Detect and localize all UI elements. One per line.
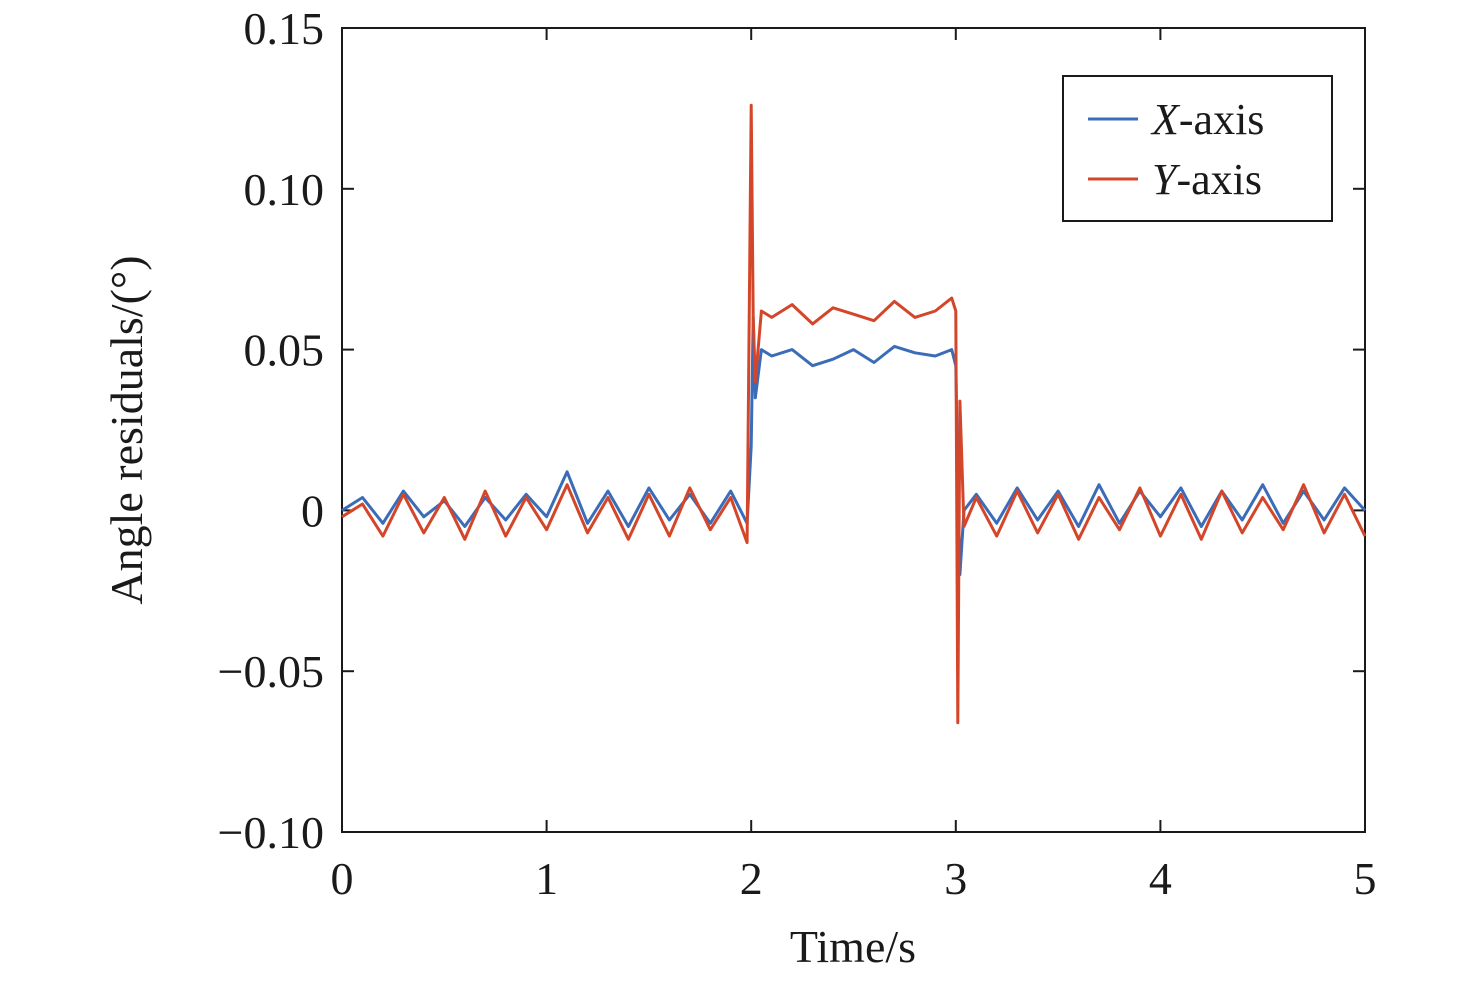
y-axis-label: Angle residuals/(°) [101,255,152,604]
y-tick-label: 0 [301,485,324,536]
axis-ticks: 0 1 2 3 4 5 0.15 0.10 0.05 0 −0.05 −0.10 [218,3,1377,904]
legend-entry-x-rest: -axis [1179,95,1265,144]
legend-entry-y-italic: Y [1152,155,1181,204]
legend: X-axis Y-axis [1062,75,1333,222]
y-tick-label: 0.15 [244,3,325,54]
y-tick-label: 0.05 [244,325,325,376]
legend-box [1062,75,1333,222]
x-tick-label: 2 [740,853,763,904]
y-tick-label: −0.05 [218,646,324,697]
x-axis-label: Time/s [790,921,916,972]
x-tick-label: 5 [1354,853,1377,904]
x-tick-label: 0 [331,853,354,904]
legend-entry-x-axis: X-axis [1150,95,1264,144]
legend-entry-y-axis: Y-axis [1152,155,1262,204]
x-tick-label: 4 [1149,853,1172,904]
legend-entry-y-rest: -axis [1176,155,1262,204]
legend-entry-x-italic: X [1150,95,1181,144]
series-layer [341,103,1367,725]
x-tick-label: 3 [944,853,967,904]
y-tick-label: −0.10 [218,807,324,858]
x-tick-label: 1 [535,853,558,904]
y-tick-label: 0.10 [244,164,325,215]
series-line-x-axis [341,315,1367,577]
series-line-y-axis [341,103,1367,725]
